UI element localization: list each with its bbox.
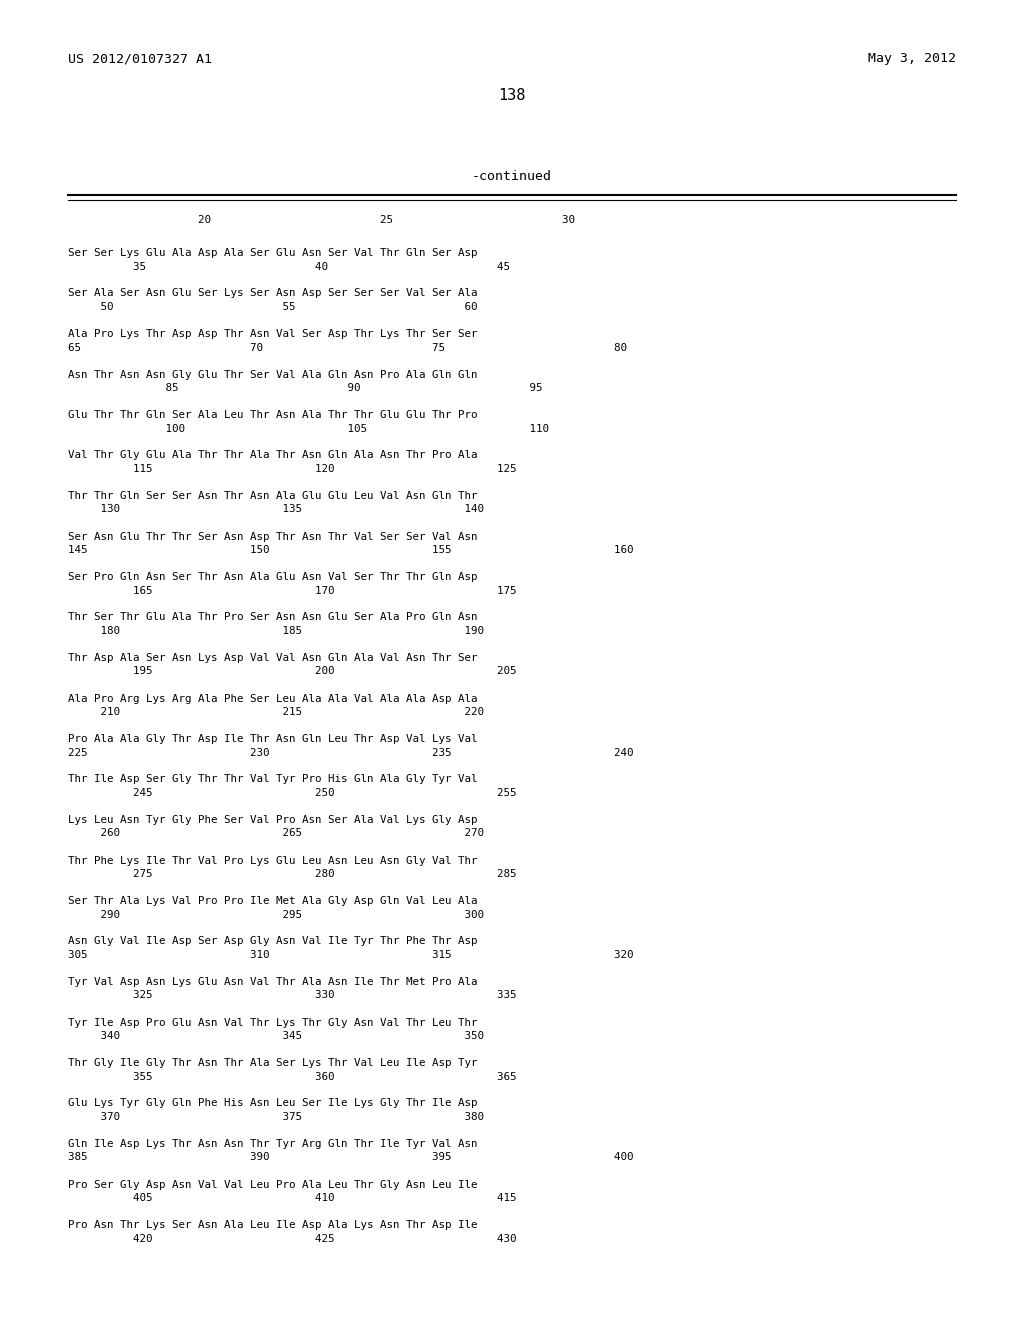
Text: Glu Lys Tyr Gly Gln Phe His Asn Leu Ser Ile Lys Gly Thr Ile Asp: Glu Lys Tyr Gly Gln Phe His Asn Leu Ser … — [68, 1098, 477, 1109]
Text: 100                         105                         110: 100 105 110 — [68, 424, 549, 433]
Text: Thr Thr Gln Ser Ser Asn Thr Asn Ala Glu Glu Leu Val Asn Gln Thr: Thr Thr Gln Ser Ser Asn Thr Asn Ala Glu … — [68, 491, 477, 502]
Text: Thr Gly Ile Gly Thr Asn Thr Ala Ser Lys Thr Val Leu Ile Asp Tyr: Thr Gly Ile Gly Thr Asn Thr Ala Ser Lys … — [68, 1059, 477, 1068]
Text: Ala Pro Arg Lys Arg Ala Phe Ser Leu Ala Ala Val Ala Ala Asp Ala: Ala Pro Arg Lys Arg Ala Phe Ser Leu Ala … — [68, 693, 477, 704]
Text: 325                         330                         335: 325 330 335 — [68, 990, 516, 1001]
Text: 35                          40                          45: 35 40 45 — [68, 261, 510, 272]
Text: Tyr Ile Asp Pro Glu Asn Val Thr Lys Thr Gly Asn Val Thr Leu Thr: Tyr Ile Asp Pro Glu Asn Val Thr Lys Thr … — [68, 1018, 477, 1027]
Text: Asn Thr Asn Asn Gly Glu Thr Ser Val Ala Gln Asn Pro Ala Gln Gln: Asn Thr Asn Asn Gly Glu Thr Ser Val Ala … — [68, 370, 477, 380]
Text: Ser Asn Glu Thr Thr Ser Asn Asp Thr Asn Thr Val Ser Ser Val Asn: Ser Asn Glu Thr Thr Ser Asn Asp Thr Asn … — [68, 532, 477, 541]
Text: Ser Pro Gln Asn Ser Thr Asn Ala Glu Asn Val Ser Thr Thr Gln Asp: Ser Pro Gln Asn Ser Thr Asn Ala Glu Asn … — [68, 572, 477, 582]
Text: 245                         250                         255: 245 250 255 — [68, 788, 516, 799]
Text: 275                         280                         285: 275 280 285 — [68, 869, 516, 879]
Text: 290                         295                         300: 290 295 300 — [68, 909, 484, 920]
Text: Val Thr Gly Glu Ala Thr Thr Ala Thr Asn Gln Ala Asn Thr Pro Ala: Val Thr Gly Glu Ala Thr Thr Ala Thr Asn … — [68, 450, 477, 461]
Text: Tyr Val Asp Asn Lys Glu Asn Val Thr Ala Asn Ile Thr Met Pro Ala: Tyr Val Asp Asn Lys Glu Asn Val Thr Ala … — [68, 977, 477, 987]
Text: 180                         185                         190: 180 185 190 — [68, 626, 484, 636]
Text: Thr Ser Thr Glu Ala Thr Pro Ser Asn Asn Glu Ser Ala Pro Gln Asn: Thr Ser Thr Glu Ala Thr Pro Ser Asn Asn … — [68, 612, 477, 623]
Text: 385                         390                         395                     : 385 390 395 — [68, 1152, 634, 1163]
Text: Thr Ile Asp Ser Gly Thr Thr Val Tyr Pro His Gln Ala Gly Tyr Val: Thr Ile Asp Ser Gly Thr Thr Val Tyr Pro … — [68, 775, 477, 784]
Text: -continued: -continued — [472, 170, 552, 183]
Text: Gln Ile Asp Lys Thr Asn Asn Thr Tyr Arg Gln Thr Ile Tyr Val Asn: Gln Ile Asp Lys Thr Asn Asn Thr Tyr Arg … — [68, 1139, 477, 1148]
Text: 225                         230                         235                     : 225 230 235 — [68, 747, 634, 758]
Text: Ala Pro Lys Thr Asp Asp Thr Asn Val Ser Asp Thr Lys Thr Ser Ser: Ala Pro Lys Thr Asp Asp Thr Asn Val Ser … — [68, 329, 477, 339]
Text: 85                          90                          95: 85 90 95 — [68, 383, 543, 393]
Text: US 2012/0107327 A1: US 2012/0107327 A1 — [68, 51, 212, 65]
Text: 340                         345                         350: 340 345 350 — [68, 1031, 484, 1041]
Text: Ser Ser Lys Glu Ala Asp Ala Ser Glu Asn Ser Val Thr Gln Ser Asp: Ser Ser Lys Glu Ala Asp Ala Ser Glu Asn … — [68, 248, 477, 257]
Text: 115                         120                         125: 115 120 125 — [68, 465, 516, 474]
Text: 405                         410                         415: 405 410 415 — [68, 1193, 516, 1203]
Text: Thr Phe Lys Ile Thr Val Pro Lys Glu Leu Asn Leu Asn Gly Val Thr: Thr Phe Lys Ile Thr Val Pro Lys Glu Leu … — [68, 855, 477, 866]
Text: Pro Ser Gly Asp Asn Val Val Leu Pro Ala Leu Thr Gly Asn Leu Ile: Pro Ser Gly Asp Asn Val Val Leu Pro Ala … — [68, 1180, 477, 1189]
Text: 165                         170                         175: 165 170 175 — [68, 586, 516, 595]
Text: Asn Gly Val Ile Asp Ser Asp Gly Asn Val Ile Tyr Thr Phe Thr Asp: Asn Gly Val Ile Asp Ser Asp Gly Asn Val … — [68, 936, 477, 946]
Text: 20                          25                          30: 20 25 30 — [68, 215, 575, 224]
Text: Pro Asn Thr Lys Ser Asn Ala Leu Ile Asp Ala Lys Asn Thr Asp Ile: Pro Asn Thr Lys Ser Asn Ala Leu Ile Asp … — [68, 1220, 477, 1230]
Text: 145                         150                         155                     : 145 150 155 — [68, 545, 634, 554]
Text: Ser Ala Ser Asn Glu Ser Lys Ser Asn Asp Ser Ser Ser Val Ser Ala: Ser Ala Ser Asn Glu Ser Lys Ser Asn Asp … — [68, 289, 477, 298]
Text: 420                         425                         430: 420 425 430 — [68, 1233, 516, 1243]
Text: Thr Asp Ala Ser Asn Lys Asp Val Val Asn Gln Ala Val Asn Thr Ser: Thr Asp Ala Ser Asn Lys Asp Val Val Asn … — [68, 653, 477, 663]
Text: Ser Thr Ala Lys Val Pro Pro Ile Met Ala Gly Asp Gln Val Leu Ala: Ser Thr Ala Lys Val Pro Pro Ile Met Ala … — [68, 896, 477, 906]
Text: 195                         200                         205: 195 200 205 — [68, 667, 516, 676]
Text: May 3, 2012: May 3, 2012 — [868, 51, 956, 65]
Text: 138: 138 — [499, 88, 525, 103]
Text: 260                         265                         270: 260 265 270 — [68, 829, 484, 838]
Text: Glu Thr Thr Gln Ser Ala Leu Thr Asn Ala Thr Thr Glu Glu Thr Pro: Glu Thr Thr Gln Ser Ala Leu Thr Asn Ala … — [68, 411, 477, 420]
Text: Lys Leu Asn Tyr Gly Phe Ser Val Pro Asn Ser Ala Val Lys Gly Asp: Lys Leu Asn Tyr Gly Phe Ser Val Pro Asn … — [68, 814, 477, 825]
Text: 130                         135                         140: 130 135 140 — [68, 504, 484, 515]
Text: 210                         215                         220: 210 215 220 — [68, 708, 484, 717]
Text: 355                         360                         365: 355 360 365 — [68, 1072, 516, 1081]
Text: 305                         310                         315                     : 305 310 315 — [68, 950, 634, 960]
Text: 50                          55                          60: 50 55 60 — [68, 302, 477, 312]
Text: 370                         375                         380: 370 375 380 — [68, 1111, 484, 1122]
Text: Pro Ala Ala Gly Thr Asp Ile Thr Asn Gln Leu Thr Asp Val Lys Val: Pro Ala Ala Gly Thr Asp Ile Thr Asn Gln … — [68, 734, 477, 744]
Text: 65                          70                          75                      : 65 70 75 — [68, 342, 627, 352]
